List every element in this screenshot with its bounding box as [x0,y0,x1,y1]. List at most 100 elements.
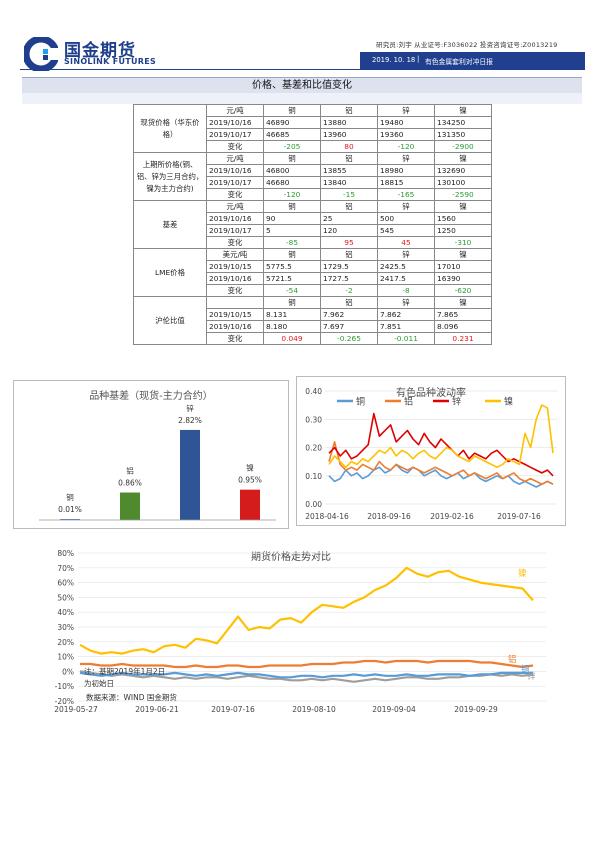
table-value-cell: 2417.5 [377,272,435,285]
y-tick-label: 0.40 [305,387,322,396]
table-value-cell: 17010 [434,260,492,273]
table-row: LME价格 美元/吨铜铝锌镍 [133,248,492,297]
table-date-cell: 2019/10/15 [206,260,264,273]
bar-category-label: 镍 [246,463,254,473]
analyst-info: 研究员:刘宇 从业证号:F3036022 投资咨询证号:Z0013219 [376,41,558,49]
table-value-cell: 19480 [377,116,435,129]
x-tick-label: 2019-08-10 [292,705,336,714]
table-row: 沪伦比值 铜铝锌镍 [133,296,492,345]
legend-label: 铝 [404,396,413,408]
table-value-cell: 46800 [263,164,321,177]
table-row: 2019/10/16 46890 13880 19480 134250 [134,116,492,129]
volatility-line-chart: 有色品种波动率 0.00 0.10 0.20 0.30 0.40 2018-04-16 20… [296,376,566,526]
y-tick-label: 80% [57,549,74,558]
table-change-cell: -205 [263,140,321,153]
x-tick-label: 2019-09-04 [372,705,416,714]
table-change-cell: -120 [377,140,435,153]
table-value-cell: 13880 [320,116,378,129]
table-date-cell: 2019/10/17 [206,128,264,141]
table-change-cell: -2900 [434,140,492,153]
bar-value-label: 0.86% [118,479,142,488]
table-date-cell: 2019/10/16 [206,320,264,333]
table-value-cell: 134250 [434,116,492,129]
table-header-cell: 铜 [263,248,321,261]
table-value-cell: 1729.5 [320,260,378,273]
section-background [22,93,582,104]
bar-value-label: 0.95% [238,476,262,485]
x-tick-label: 2019-06-21 [135,705,179,714]
table-value-cell: 46890 [263,116,321,129]
table-change-cell: -85 [263,236,321,249]
series-line-1 [80,659,534,669]
y-tick-label: 10% [57,653,74,662]
table-change-cell: 45 [377,236,435,249]
bar-category-label: 锌 [186,403,194,413]
table-header-cell: 锌 [377,296,435,309]
series-end-label: 锌 [527,671,536,682]
table-header-cell: 镍 [434,200,492,213]
table-change-cell: -165 [377,188,435,201]
table-value-cell: 2425.5 [377,260,435,273]
table-change-label: 变化 [206,284,264,297]
table-row: 基差 元/吨铜铝锌镍 [133,200,492,249]
series-line-3 [79,671,533,679]
table-row: 2019/10/15 5775.5 1729.5 2425.5 17010 [134,260,492,273]
logo-chinese-name: 国金期货 [64,41,136,61]
table-group-label: LME价格 [133,248,207,297]
table-row: 变化 -120 -15 -165 -2590 [134,188,492,201]
table-date-cell: 2019/10/17 [206,224,264,237]
table-row: 2019/10/15 8.131 7.962 7.862 7.865 [134,308,492,321]
table-date-cell: 2019/10/16 [206,164,264,177]
table-change-cell: 80 [320,140,378,153]
table-value-cell: 8.131 [263,308,321,321]
x-tick-label: 2018-04-16 [305,512,349,521]
table-row: 上期所价格(铜、铝、锌为三月合约，镍为主力合约) 元/吨铜铝锌镍 [133,152,492,201]
table-header-cell: 锌 [377,152,435,165]
table-header-cell: 铜 [263,152,321,165]
price-basis-ratio-table: 现货价格（华东价格） 元/吨铜铝锌镍 2019/10/16 46890 13880 194… [133,104,492,345]
series-line-3 [328,404,554,469]
table-value-cell: 1727.5 [320,272,378,285]
table-value-cell: 46680 [263,176,321,189]
table-value-cell: 18815 [377,176,435,189]
table-value-cell: 8.096 [434,320,492,333]
table-unit-cell: 美元/吨 [206,248,264,261]
sinolink-logo-icon [24,37,58,71]
table-value-cell: 5721.5 [263,272,321,285]
header-banner [360,52,585,69]
table-value-cell: 500 [377,212,435,225]
table-group-label: 现货价格（华东价格） [133,104,207,153]
table-date-cell: 2019/10/17 [206,176,264,189]
table-row: 2019/10/16 90 25 500 1560 [134,212,492,225]
table-group-label: 上期所价格(铜、铝、锌为三月合约，镍为主力合约) [133,152,207,201]
bar-category-label: 铝 [126,466,134,476]
y-tick-label: 60% [57,579,74,588]
table-header-cell: 铝 [320,104,378,117]
basis-bar-chart: 品种基差（现货-主力合约） 0.01% 铜 0.86% 铝 2.82% 锌 0.95% 镍 [13,380,289,529]
table-change-cell: -15 [320,188,378,201]
table-date-cell: 2019/10/15 [206,308,264,321]
table-value-cell: 5775.5 [263,260,321,273]
table-header-cell: 镍 [434,104,492,117]
x-tick-label: 2019-07-16 [497,512,541,521]
table-change-cell: -54 [263,284,321,297]
table-row: 2019/10/16 8.180 7.697 7.851 8.096 [134,320,492,333]
table-row: 现货价格（华东价格） 元/吨铜铝锌镍 [133,104,492,153]
table-value-cell: 8.180 [263,320,321,333]
header-divider [20,69,585,70]
series-end-label: 镍 [518,568,527,579]
series-line-0 [79,566,534,655]
table-change-cell: -8 [377,284,435,297]
series-end-label: 铜 [521,664,530,675]
table-value-cell: 1560 [434,212,492,225]
table-header-cell: 镍 [434,296,492,309]
table-value-cell: 130100 [434,176,492,189]
chart-note-line-1: 注：基期2019年1月2日 [84,666,165,676]
bar-3 [240,489,260,520]
report-date: 2019. 10. 18 [372,56,416,64]
table-change-cell: 0.231 [434,332,492,345]
table-header-cell: 锌 [377,104,435,117]
table-unit-cell: 元/吨 [206,152,264,165]
legend-label: 铜 [356,396,365,408]
table-row: 2019/10/17 5 120 545 1250 [134,224,492,237]
